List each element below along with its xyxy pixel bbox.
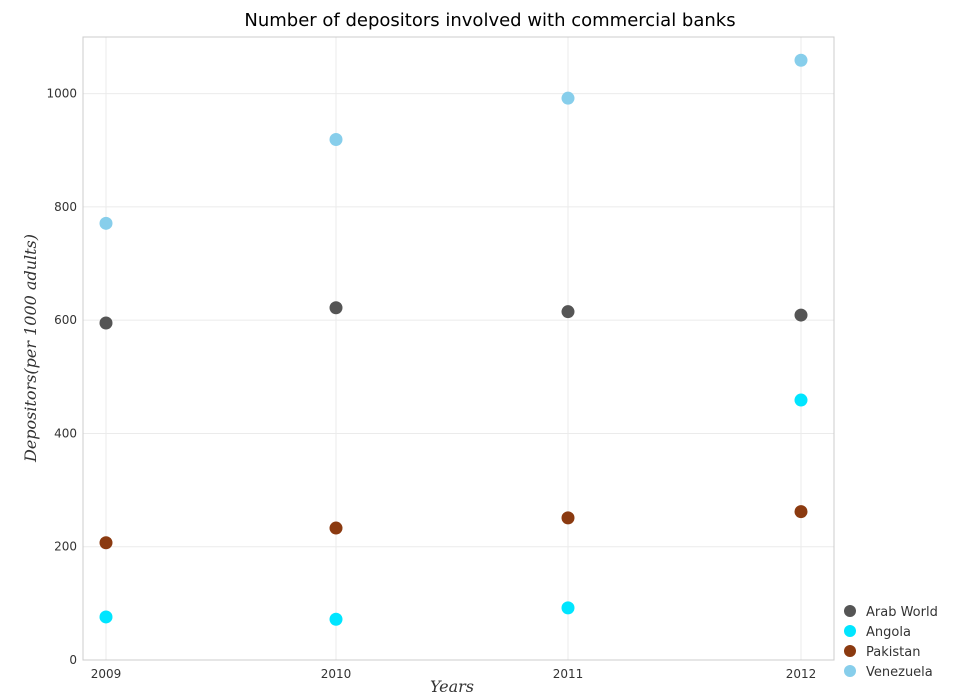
data-point-angola: [794, 393, 808, 407]
y-axis-ticks: 0 200 400 600 800 1000: [46, 87, 77, 667]
data-point-venezuela: [99, 216, 113, 230]
data-point-arab-world: [329, 301, 343, 315]
data-point-angola: [329, 612, 343, 626]
legend-label: Pakistan: [866, 645, 920, 660]
plot-frame: [82, 36, 835, 661]
data-point-arab-world: [561, 305, 575, 319]
data-point-pakistan: [561, 511, 575, 525]
y-tick-label: 1000: [46, 87, 77, 101]
y-tick-label: 800: [54, 200, 77, 214]
legend-label: Venezuela: [866, 665, 933, 680]
x-tick-label: 2011: [553, 667, 584, 681]
data-points: [99, 53, 808, 626]
legend-label: Angola: [866, 625, 911, 640]
x-axis-label: Years: [430, 677, 474, 696]
x-tick-label: 2010: [321, 667, 352, 681]
data-point-venezuela: [329, 133, 343, 147]
legend-marker: [844, 625, 856, 637]
data-point-pakistan: [329, 521, 343, 535]
data-point-pakistan: [794, 505, 808, 519]
y-tick-label: 400: [54, 426, 77, 440]
data-point-angola: [561, 601, 575, 615]
y-axis-label: Depositors(per 1000 adults): [21, 234, 40, 463]
legend-marker: [844, 665, 856, 677]
x-axis-ticks: 2009 2010 2011 2012: [91, 667, 817, 681]
data-point-arab-world: [99, 316, 113, 330]
data-point-arab-world: [794, 308, 808, 322]
chart-title: Number of depositors involved with comme…: [244, 10, 735, 31]
data-point-pakistan: [99, 536, 113, 550]
legend-marker: [844, 605, 856, 617]
y-tick-label: 600: [54, 313, 77, 327]
legend: Arab World Angola Pakistan Venezuela: [844, 605, 938, 680]
x-tick-label: 2009: [91, 667, 122, 681]
y-tick-label: 200: [54, 540, 77, 554]
data-point-venezuela: [561, 91, 575, 105]
legend-label: Arab World: [866, 605, 938, 620]
gridlines: [83, 37, 834, 661]
data-point-angola: [99, 610, 113, 624]
data-point-venezuela: [794, 53, 808, 67]
legend-marker: [844, 645, 856, 657]
y-tick-label: 0: [69, 653, 77, 667]
x-tick-label: 2012: [786, 667, 817, 681]
